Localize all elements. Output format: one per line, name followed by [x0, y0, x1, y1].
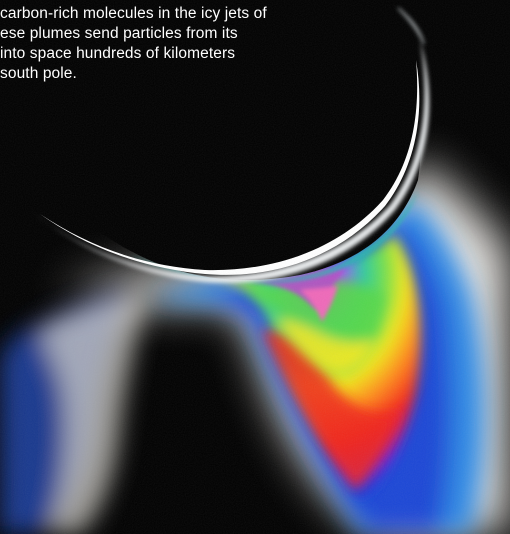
caption-line-1: carbon-rich molecules in the icy jets of	[0, 5, 267, 22]
caption-line-3: into space hundreds of kilometers	[0, 45, 236, 62]
caption-line-2: ese plumes send particles from its	[0, 25, 238, 42]
caption-text: carbon-rich molecules in the icy jets of…	[0, 4, 330, 84]
caption-line-4: south pole.	[0, 65, 77, 82]
